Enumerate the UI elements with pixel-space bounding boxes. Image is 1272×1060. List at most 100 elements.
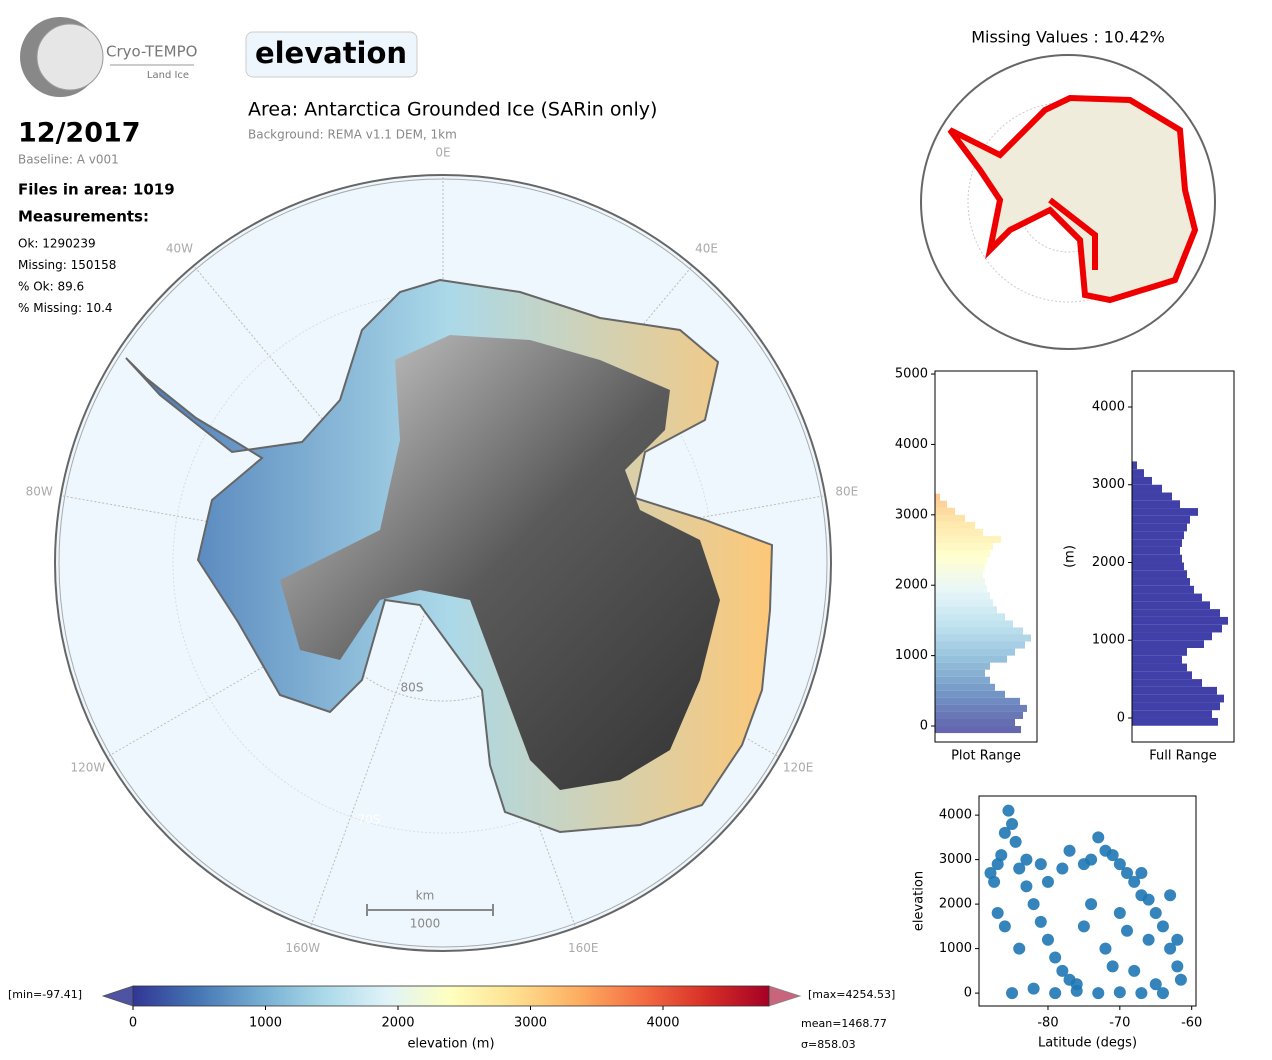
point (1002, 804, 1015, 817)
point (1156, 987, 1169, 1000)
lon-label: 160E (568, 941, 599, 955)
y-tick-label: 4000 (939, 808, 972, 823)
stat: Missing: 150158 (18, 258, 116, 272)
point (1006, 987, 1019, 1000)
point (1092, 987, 1105, 1000)
point (1142, 893, 1155, 906)
y-tick-label: 0 (1117, 710, 1125, 725)
hist-bar (1132, 546, 1180, 555)
lon-label: 40W (166, 241, 193, 255)
point (1006, 818, 1019, 831)
hist-bar (1132, 531, 1184, 540)
point (1085, 853, 1098, 866)
y-axis-label: elevation (912, 871, 927, 931)
hist-bar (935, 514, 965, 522)
scale-unit: km (416, 889, 435, 903)
hist-bar (1132, 648, 1187, 656)
point (1013, 862, 1026, 875)
cbar-tick-label: 4000 (646, 1016, 679, 1031)
point (1049, 951, 1062, 964)
hist-bar (935, 662, 990, 670)
x-axis-label: Latitude (degs) (1038, 1036, 1137, 1051)
point (1121, 924, 1134, 937)
point (1142, 933, 1155, 946)
missing-map (920, 54, 1216, 350)
point (1113, 858, 1126, 871)
hist-bar (935, 521, 975, 529)
hist-bar (935, 564, 985, 572)
point (1056, 862, 1069, 875)
point (998, 826, 1011, 839)
hist-bar (935, 592, 990, 600)
hist-bar (935, 599, 993, 607)
parameter: elevation (255, 36, 407, 70)
hist-bar (1132, 686, 1217, 695)
hist-bar (935, 648, 1015, 656)
y-tick-label: 1000 (939, 941, 972, 956)
missing-title: Missing Values : 10.42% (971, 28, 1165, 47)
hist-bar (1132, 663, 1187, 672)
y-tick-label: 4000 (1092, 399, 1125, 414)
hist-bar (935, 697, 1020, 705)
lat-label: 70S (358, 813, 381, 827)
measurements-title: Measurements: (18, 208, 149, 226)
hist-bar (935, 620, 1013, 628)
hist-bar (935, 634, 1031, 642)
lon-label: 120W (71, 761, 106, 775)
point (1149, 907, 1162, 920)
hist-bar (935, 641, 1025, 649)
hist-bar (935, 676, 990, 684)
lon-label: 80E (835, 484, 858, 498)
point (1009, 835, 1022, 848)
scale-length: 1000 (410, 917, 441, 931)
y-tick-label: 0 (964, 986, 972, 1001)
map-title: Area: Antarctica Grounded Ice (SARin onl… (248, 99, 657, 121)
parameter-box (245, 31, 418, 78)
point (1164, 942, 1177, 955)
hist-bar (1132, 694, 1224, 703)
hist-bar (935, 690, 1005, 698)
hist-bar (935, 683, 995, 691)
point (1070, 984, 1083, 997)
hist-bar (1132, 539, 1182, 547)
point (1099, 942, 1112, 955)
cbar-min: [min=-97.41] (8, 988, 82, 1001)
logo: Cryo-TEMPO Land Ice (20, 17, 197, 97)
x-axis-label: Plot Range (951, 749, 1021, 764)
x-tick-label: -60 (1181, 1016, 1202, 1031)
hist-bar (1132, 632, 1212, 641)
hist-bar (1132, 492, 1172, 501)
stat: Ok: 1290239 (18, 237, 96, 251)
hist-bar (1132, 655, 1182, 664)
hist-bar (1132, 469, 1144, 477)
cbar-max: [max=4254.53] (808, 988, 895, 1001)
hist-bar (935, 578, 985, 586)
hist-bar (1132, 515, 1190, 524)
hist-bar (1132, 484, 1162, 493)
y-tick-label: 3000 (1092, 477, 1125, 492)
point (998, 920, 1011, 933)
y-tick-label: 2000 (895, 578, 928, 593)
hist-bar (1132, 640, 1204, 649)
y-tick-label: 1000 (895, 648, 928, 663)
y-tick-label: 3000 (939, 852, 972, 867)
hist-bar (935, 557, 987, 565)
y-tick-label: 3000 (895, 507, 928, 522)
point (1034, 858, 1047, 871)
colorbar (132, 985, 770, 1007)
cbar-min-extend (101, 985, 134, 1007)
hist-bar (935, 500, 947, 508)
point (1156, 920, 1169, 933)
hist-bar (1132, 601, 1210, 610)
cbar-std: σ=858.03 (801, 1038, 856, 1051)
hist-bar (935, 669, 985, 677)
hist-bar (935, 704, 1027, 712)
y-tick-label: 0 (920, 719, 928, 734)
point (1020, 853, 1033, 866)
stat: % Ok: 89.6 (18, 280, 84, 294)
hist-bar (1132, 508, 1198, 516)
point (1077, 920, 1090, 933)
point (1149, 978, 1162, 991)
hist-bar (1132, 500, 1180, 509)
